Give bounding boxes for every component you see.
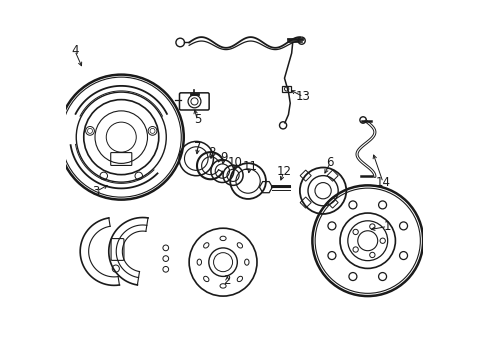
Text: 11: 11 [242,160,257,173]
Bar [300,197,311,208]
Text: 12: 12 [276,165,291,178]
Text: 10: 10 [228,156,243,168]
Text: 14: 14 [375,176,390,189]
Bar [326,197,338,208]
Bar [282,86,290,92]
Text: 7: 7 [194,141,202,154]
Text: 5: 5 [193,113,201,126]
Text: 9: 9 [220,151,227,164]
Text: 6: 6 [326,156,333,169]
Text: 13: 13 [295,90,310,103]
Text: 3: 3 [92,185,100,198]
Text: 8: 8 [207,146,215,159]
Text: 4: 4 [71,44,79,57]
Bar [326,170,338,181]
Text: 2: 2 [223,274,231,287]
Bar [300,170,311,181]
Text: 1: 1 [383,220,390,233]
